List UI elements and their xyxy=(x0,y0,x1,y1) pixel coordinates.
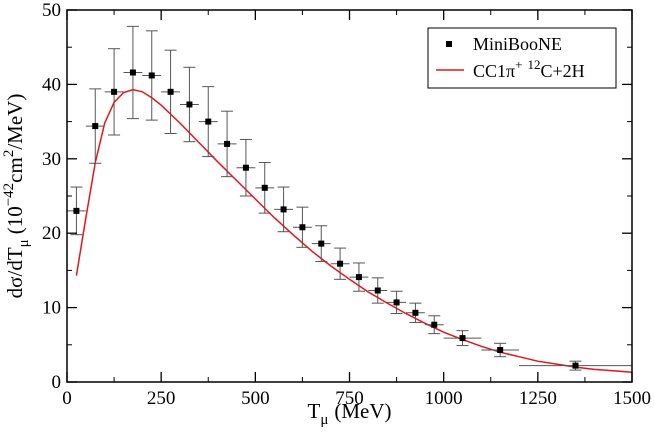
data-marker xyxy=(186,101,193,108)
data-marker xyxy=(148,72,155,79)
data-point xyxy=(406,302,425,323)
data-marker xyxy=(129,69,136,76)
legend-model-a: CC1π xyxy=(473,61,515,81)
data-point xyxy=(85,88,105,164)
y-tick-label: 50 xyxy=(42,0,61,21)
y-title-prefix: dσ/dT xyxy=(3,247,27,298)
data-marker xyxy=(92,123,99,130)
data-marker xyxy=(355,274,362,281)
legend-marker-miniboone xyxy=(446,41,452,47)
data-point xyxy=(443,330,482,347)
data-marker xyxy=(497,347,504,354)
data-marker xyxy=(299,224,306,231)
data-point xyxy=(274,186,293,233)
data-point xyxy=(387,290,406,315)
data-marker xyxy=(205,118,212,125)
data-point xyxy=(217,110,237,178)
data-point xyxy=(142,30,162,121)
data-point xyxy=(161,49,180,135)
y-title-exp: −42 xyxy=(1,183,17,206)
data-point xyxy=(236,138,256,197)
data-marker xyxy=(167,88,174,95)
ticks-layer: 0 250 500 750 1000 1250 1500 0 10 20 30 40 50 xyxy=(42,0,651,409)
legend-label-model: CC1π+ 12C+2H xyxy=(473,57,585,81)
y-title-sub: μ xyxy=(16,239,32,247)
y-title-mid: cm xyxy=(3,157,27,183)
data-marker xyxy=(280,206,287,213)
y-title-close: /MeV) xyxy=(3,94,27,150)
data-point xyxy=(293,206,312,248)
y-tick-label: 0 xyxy=(52,372,62,393)
x-title-unit: (MeV) xyxy=(334,399,391,423)
x-tick-label: 250 xyxy=(147,388,176,409)
data-point xyxy=(368,277,388,304)
x-axis-title: Tμ (MeV) xyxy=(307,399,391,428)
data-marker xyxy=(431,321,438,328)
data-marker xyxy=(224,140,231,147)
data-marker xyxy=(393,299,400,306)
data-marker xyxy=(73,207,80,214)
data-marker xyxy=(111,88,118,95)
data-marker xyxy=(261,184,268,191)
data-point xyxy=(255,162,275,214)
data-point xyxy=(311,225,331,262)
legend-model-sup2: 12 xyxy=(527,57,540,72)
data-point xyxy=(349,262,369,292)
data-marker xyxy=(412,309,419,316)
x-tick-label: 0 xyxy=(62,388,72,409)
y-axis-title: dσ/dTμ (10−42cm2/MeV) xyxy=(1,94,32,299)
legend-model-b: C+2H xyxy=(540,61,584,81)
y-tick-label: 30 xyxy=(42,149,61,170)
y-title-open: (10 xyxy=(3,206,27,234)
legend-box xyxy=(427,27,617,89)
x-tick-label: 1500 xyxy=(613,388,651,409)
legend-model-sup1: + xyxy=(515,57,522,72)
y-tick-label: 40 xyxy=(42,74,61,95)
data-point xyxy=(481,342,519,358)
x-tick-label: 500 xyxy=(241,388,270,409)
data-marker xyxy=(337,260,344,267)
data-point xyxy=(123,25,143,120)
data-point xyxy=(424,315,444,335)
data-point xyxy=(198,86,218,158)
x-tick-label: 1250 xyxy=(519,388,557,409)
legend-label-miniboone: MiniBooNE xyxy=(473,34,562,54)
x-tick-label: 750 xyxy=(335,388,364,409)
y-tick-label: 20 xyxy=(42,223,61,244)
y-tick-label: 10 xyxy=(42,298,61,319)
data-point xyxy=(104,48,124,136)
data-marker xyxy=(459,335,466,342)
data-point xyxy=(330,247,350,280)
data-point xyxy=(519,360,632,371)
legend: MiniBooNE CC1π+ 12C+2H xyxy=(427,27,617,89)
data-marker xyxy=(242,164,249,171)
data-marker xyxy=(572,362,579,369)
x-title-sub: μ xyxy=(320,412,328,428)
series-layer xyxy=(67,25,633,374)
data-point xyxy=(180,66,199,143)
model-curve xyxy=(75,88,633,374)
y-title-exp2: 2 xyxy=(1,150,17,158)
data-marker xyxy=(318,240,325,247)
data-marker xyxy=(374,287,381,294)
x-tick-label: 1000 xyxy=(425,388,463,409)
x-title-main: T xyxy=(307,399,320,423)
data-point xyxy=(67,186,86,236)
